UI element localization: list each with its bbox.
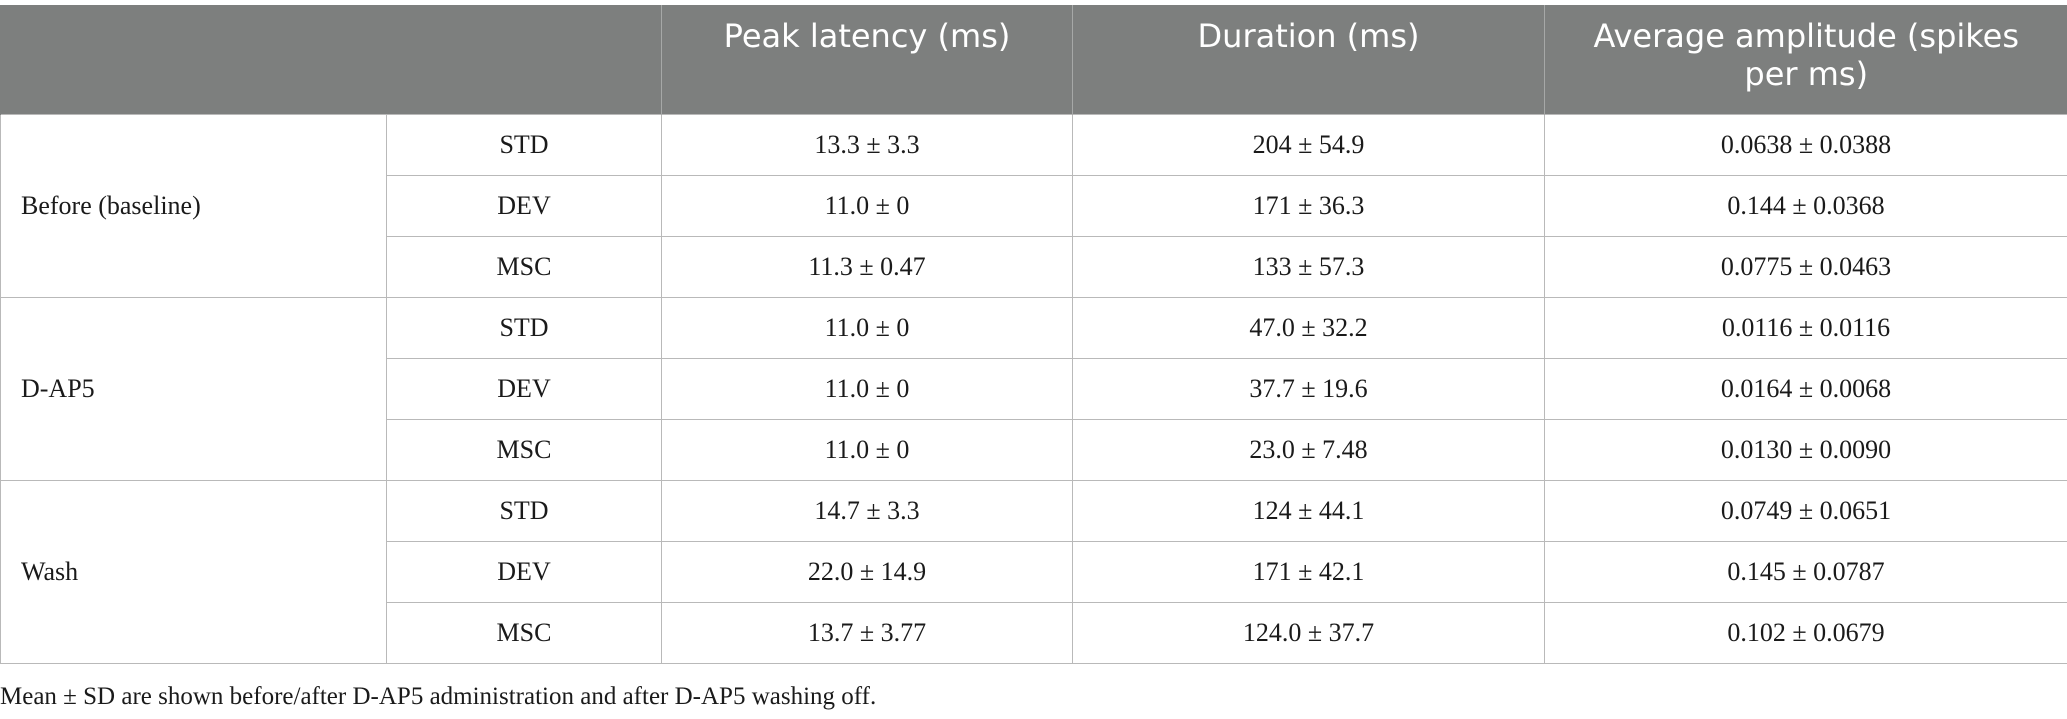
condition-cell: MSC <box>386 235 662 298</box>
amplitude-cell: 0.145 ± 0.0787 <box>1544 540 2067 603</box>
header-average-amplitude: Average amplitude (spikes per ms) <box>1544 5 2067 114</box>
condition-cell: DEV <box>386 357 662 420</box>
peak-latency-cell: 11.3 ± 0.47 <box>661 235 1073 298</box>
duration-cell: 124.0 ± 37.7 <box>1072 601 1545 664</box>
amplitude-cell: 0.0749 ± 0.0651 <box>1544 479 2067 542</box>
amplitude-cell: 0.0164 ± 0.0068 <box>1544 357 2067 420</box>
peak-latency-cell: 22.0 ± 14.9 <box>661 540 1073 603</box>
duration-cell: 47.0 ± 32.2 <box>1072 296 1545 359</box>
table-footnote: Mean ± SD are shown before/after D-AP5 a… <box>0 683 877 710</box>
header-peak-latency: Peak latency (ms) <box>661 5 1073 114</box>
header-duration: Duration (ms) <box>1072 5 1545 114</box>
table-row: MSC 13.7 ± 3.77 124.0 ± 37.7 0.102 ± 0.0… <box>1 601 2067 664</box>
condition-cell: MSC <box>386 601 662 664</box>
group-label-d-ap5: D-AP5 <box>0 296 387 481</box>
table-row: DEV 22.0 ± 14.9 171 ± 42.1 0.145 ± 0.078… <box>1 540 2067 603</box>
duration-cell: 37.7 ± 19.6 <box>1072 357 1545 420</box>
peak-latency-cell: 14.7 ± 3.3 <box>661 479 1073 542</box>
amplitude-cell: 0.144 ± 0.0368 <box>1544 174 2067 237</box>
amplitude-cell: 0.102 ± 0.0679 <box>1544 601 2067 664</box>
table-row: Before (baseline) STD 13.3 ± 3.3 204 ± 5… <box>0 113 2067 298</box>
amplitude-cell: 0.0638 ± 0.0388 <box>1544 113 2067 176</box>
duration-cell: 23.0 ± 7.48 <box>1072 418 1545 481</box>
condition-cell: STD <box>386 479 662 542</box>
condition-cell: MSC <box>386 418 662 481</box>
amplitude-cell: 0.0130 ± 0.0090 <box>1544 418 2067 481</box>
condition-cell: DEV <box>386 540 662 603</box>
duration-cell: 204 ± 54.9 <box>1072 113 1545 176</box>
data-table-container: Peak latency (ms) Duration (ms) Average … <box>0 5 2067 664</box>
table-row: D-AP5 STD 11.0 ± 0 47.0 ± 32.2 0.0116 ± … <box>0 296 2067 481</box>
duration-cell: 124 ± 44.1 <box>1072 479 1545 542</box>
peak-latency-cell: 13.3 ± 3.3 <box>661 113 1073 176</box>
header-row: Peak latency (ms) Duration (ms) Average … <box>0 5 2067 114</box>
amplitude-cell: 0.0775 ± 0.0463 <box>1544 235 2067 298</box>
condition-cell: STD <box>386 296 662 359</box>
condition-cell: DEV <box>386 174 662 237</box>
duration-cell: 171 ± 42.1 <box>1072 540 1545 603</box>
table-row: Wash STD 14.7 ± 3.3 124 ± 44.1 0.0749 ± … <box>0 479 2067 664</box>
group-label-before-baseline: Before (baseline) <box>0 113 387 298</box>
results-table: Peak latency (ms) Duration (ms) Average … <box>0 5 2067 664</box>
table-header: Peak latency (ms) Duration (ms) Average … <box>0 5 2067 114</box>
peak-latency-cell: 11.0 ± 0 <box>661 418 1073 481</box>
duration-cell: 133 ± 57.3 <box>1072 235 1545 298</box>
duration-cell: 171 ± 36.3 <box>1072 174 1545 237</box>
header-blank-condition <box>386 5 662 114</box>
table-row: MSC 11.0 ± 0 23.0 ± 7.48 0.0130 ± 0.0090 <box>1 418 2067 481</box>
table-body: Before (baseline) STD 13.3 ± 3.3 204 ± 5… <box>0 113 2067 664</box>
group-label-wash: Wash <box>0 479 387 664</box>
table-row: DEV 11.0 ± 0 37.7 ± 19.6 0.0164 ± 0.0068 <box>1 357 2067 420</box>
peak-latency-cell: 11.0 ± 0 <box>661 174 1073 237</box>
condition-cell: STD <box>386 113 662 176</box>
amplitude-cell: 0.0116 ± 0.0116 <box>1544 296 2067 359</box>
peak-latency-cell: 11.0 ± 0 <box>661 296 1073 359</box>
header-blank-group <box>0 5 387 114</box>
peak-latency-cell: 11.0 ± 0 <box>661 357 1073 420</box>
peak-latency-cell: 13.7 ± 3.77 <box>661 601 1073 664</box>
